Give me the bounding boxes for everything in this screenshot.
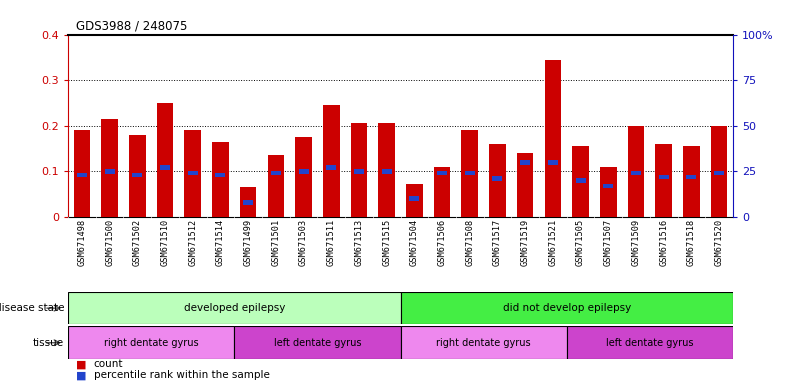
- Bar: [235, 326, 400, 359]
- Bar: [132, 173, 143, 177]
- Bar: [461, 130, 478, 217]
- Bar: [548, 160, 557, 164]
- Text: GSM671500: GSM671500: [105, 219, 114, 266]
- Bar: [68, 326, 235, 359]
- Bar: [239, 187, 256, 217]
- Text: GSM671505: GSM671505: [576, 219, 585, 266]
- Bar: [77, 173, 87, 177]
- Bar: [409, 197, 420, 201]
- Bar: [323, 105, 340, 217]
- Bar: [215, 173, 225, 177]
- Text: GSM671507: GSM671507: [604, 219, 613, 266]
- Text: GSM671512: GSM671512: [188, 219, 197, 266]
- Bar: [517, 153, 533, 217]
- Bar: [101, 119, 118, 217]
- Bar: [493, 176, 502, 181]
- Text: ■: ■: [76, 359, 87, 369]
- Bar: [567, 326, 733, 359]
- Bar: [378, 124, 395, 217]
- Bar: [296, 137, 312, 217]
- Text: GSM671510: GSM671510: [160, 219, 170, 266]
- Bar: [437, 171, 447, 175]
- Text: GSM671515: GSM671515: [382, 219, 391, 266]
- Bar: [354, 169, 364, 174]
- Text: GSM671514: GSM671514: [216, 219, 225, 266]
- Text: GSM671520: GSM671520: [714, 219, 723, 266]
- Text: GSM671517: GSM671517: [493, 219, 502, 266]
- Bar: [244, 200, 253, 205]
- Bar: [465, 171, 475, 175]
- Text: ■: ■: [76, 370, 87, 380]
- Text: tissue: tissue: [33, 338, 64, 348]
- Bar: [271, 171, 281, 175]
- Bar: [184, 130, 201, 217]
- Text: GSM671508: GSM671508: [465, 219, 474, 266]
- Text: GSM671502: GSM671502: [133, 219, 142, 266]
- Bar: [381, 169, 392, 174]
- Text: GSM671503: GSM671503: [299, 219, 308, 266]
- Bar: [520, 160, 530, 164]
- Text: GSM671519: GSM671519: [521, 219, 529, 266]
- Text: GSM671501: GSM671501: [272, 219, 280, 266]
- Text: count: count: [94, 359, 123, 369]
- Text: GSM671509: GSM671509: [631, 219, 641, 266]
- Bar: [545, 60, 562, 217]
- Bar: [212, 142, 229, 217]
- Bar: [400, 292, 733, 324]
- Bar: [489, 144, 505, 217]
- Bar: [105, 169, 115, 174]
- Bar: [603, 184, 614, 188]
- Bar: [400, 326, 567, 359]
- Text: GSM671506: GSM671506: [437, 219, 446, 266]
- Bar: [157, 103, 173, 217]
- Text: GSM671498: GSM671498: [78, 219, 87, 266]
- Bar: [351, 124, 367, 217]
- Text: GSM671513: GSM671513: [355, 219, 364, 266]
- Bar: [299, 169, 308, 174]
- Text: GSM671511: GSM671511: [327, 219, 336, 266]
- Bar: [572, 146, 589, 217]
- Bar: [576, 178, 586, 183]
- Bar: [434, 167, 450, 217]
- Bar: [129, 135, 146, 217]
- Text: developed epilepsy: developed epilepsy: [183, 303, 285, 313]
- Bar: [631, 171, 641, 175]
- Text: right dentate gyrus: right dentate gyrus: [104, 338, 199, 348]
- Bar: [74, 130, 91, 217]
- Text: percentile rank within the sample: percentile rank within the sample: [94, 370, 270, 380]
- Bar: [187, 171, 198, 175]
- Text: GDS3988 / 248075: GDS3988 / 248075: [76, 20, 187, 33]
- Bar: [160, 166, 170, 170]
- Text: GSM671499: GSM671499: [244, 219, 252, 266]
- Bar: [600, 167, 617, 217]
- Bar: [628, 126, 644, 217]
- Text: GSM671521: GSM671521: [549, 219, 557, 266]
- Bar: [686, 175, 696, 179]
- Bar: [714, 171, 724, 175]
- Text: left dentate gyrus: left dentate gyrus: [274, 338, 361, 348]
- Text: disease state: disease state: [0, 303, 64, 313]
- Bar: [710, 126, 727, 217]
- Bar: [655, 144, 672, 217]
- Text: GSM671516: GSM671516: [659, 219, 668, 266]
- Bar: [326, 166, 336, 170]
- Text: right dentate gyrus: right dentate gyrus: [437, 338, 531, 348]
- Bar: [406, 184, 423, 217]
- Bar: [268, 156, 284, 217]
- Text: GSM671518: GSM671518: [687, 219, 696, 266]
- Text: left dentate gyrus: left dentate gyrus: [606, 338, 694, 348]
- Bar: [68, 292, 400, 324]
- Bar: [683, 146, 700, 217]
- Bar: [658, 175, 669, 179]
- Text: did not develop epilepsy: did not develop epilepsy: [502, 303, 631, 313]
- Text: GSM671504: GSM671504: [410, 219, 419, 266]
